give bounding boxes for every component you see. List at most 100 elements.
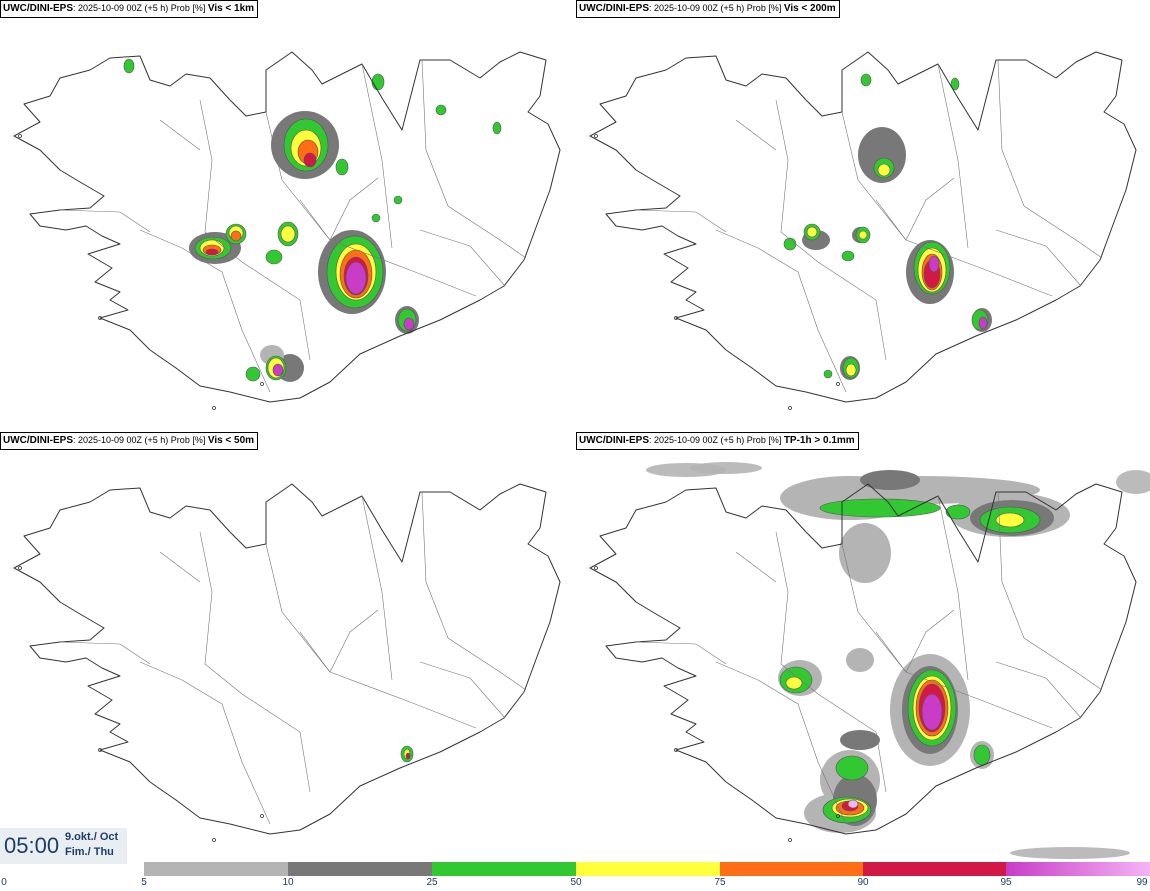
probability-contour: [345, 261, 367, 295]
region-boundary: [775, 531, 887, 793]
probability-contour: [785, 676, 803, 690]
probability-contour: [847, 799, 859, 809]
legend-bin-90-95: [863, 862, 1006, 876]
legend-bin-5-10: [144, 862, 288, 876]
region-boundary: [937, 63, 969, 249]
probability-contour: [435, 104, 447, 116]
sea-precip-band: [690, 462, 762, 474]
legend-bin-25-50: [432, 862, 576, 876]
probability-contour: [783, 237, 797, 251]
probability-contour: [393, 195, 403, 205]
legend-bin-10-25: [288, 862, 432, 876]
sea-precip-band: [1116, 470, 1150, 494]
probability-contour: [806, 226, 818, 238]
island: [788, 406, 792, 410]
map-panel-vis-200m: UWC/DINI-EPS: 2025-10-09 00Z (+5 h) Prob…: [576, 0, 1150, 432]
region-boundary: [419, 229, 506, 287]
probability-contour: [978, 316, 988, 330]
region-boundary: [299, 609, 379, 673]
region-boundary: [735, 119, 777, 151]
map-canvas: [13, 51, 561, 410]
region-boundary: [875, 177, 955, 241]
legend-bin-50-75: [576, 862, 720, 876]
probability-contour: [403, 317, 415, 331]
probability-contour: [860, 470, 920, 490]
probability-contour: [245, 366, 261, 382]
iceland-coastline: [13, 51, 561, 403]
region-boundary: [421, 59, 527, 259]
probability-contour: [335, 158, 349, 176]
island: [788, 838, 792, 842]
island: [836, 814, 840, 818]
region-boundary: [421, 491, 527, 691]
legend-tick: 25: [426, 877, 438, 888]
sea-precip-band: [1010, 847, 1130, 859]
island: [98, 748, 102, 752]
probability-contour: [230, 230, 242, 242]
island: [674, 748, 678, 752]
region-boundary: [361, 63, 393, 249]
region-boundary: [139, 229, 271, 393]
island: [260, 382, 264, 386]
probability-contour: [800, 476, 1040, 504]
map-canvas: [589, 51, 1137, 410]
probability-contour: [823, 369, 833, 379]
region-boundary: [139, 661, 271, 825]
legend-bin-95-99: [1006, 862, 1150, 876]
region-boundary: [937, 495, 969, 681]
probability-contour: [405, 752, 411, 760]
valid-weekday: Fim./ Thu: [65, 846, 114, 858]
panel-title: UWC/DINI-EPS: 2025-10-09 00Z (+5 h) Prob…: [576, 432, 859, 450]
probability-contour: [492, 121, 502, 135]
island: [594, 566, 598, 570]
probability-field: [123, 58, 502, 382]
island: [212, 406, 216, 410]
iceland-coastline: [589, 51, 1137, 403]
region-boundary: [735, 551, 777, 583]
probability-contour: [845, 363, 857, 377]
island: [260, 814, 264, 818]
region-boundary: [775, 99, 887, 361]
probability-contour: [819, 498, 941, 518]
iceland-coastline: [589, 483, 1137, 835]
island: [18, 134, 22, 138]
probability-contour: [840, 730, 880, 750]
island: [18, 566, 22, 570]
probability-contour: [205, 248, 219, 256]
probability-contour: [272, 363, 284, 377]
color-scale-legend: 0 5 10 25 50 75 90 95 99: [0, 862, 1150, 891]
legend-tick: 5: [141, 877, 147, 888]
legend-bin-75-90: [720, 862, 863, 876]
probability-contour: [921, 693, 943, 731]
probability-field: [400, 745, 414, 763]
map-panel-vis-1km: UWC/DINI-EPS: 2025-10-09 00Z (+5 h) Prob…: [0, 0, 574, 432]
map-panel-precip-1h: UWC/DINI-EPS: 2025-10-09 00Z (+5 h) Prob…: [576, 432, 1150, 864]
island: [674, 316, 678, 320]
island: [594, 134, 598, 138]
probability-contour: [877, 163, 891, 177]
region-boundary: [199, 99, 311, 361]
region-boundary: [995, 661, 1082, 719]
island: [212, 838, 216, 842]
region-boundary: [997, 491, 1103, 691]
region-boundary: [159, 119, 201, 151]
probability-contour: [858, 230, 868, 240]
probability-field: [778, 470, 1070, 833]
region-boundary: [299, 177, 379, 241]
probability-contour: [303, 152, 317, 168]
region-boundary: [997, 59, 1103, 259]
probability-contour: [973, 744, 991, 766]
probability-contour: [846, 648, 874, 672]
legend-tick: 95: [1000, 877, 1012, 888]
region-boundary: [995, 229, 1082, 287]
probability-contour: [371, 73, 385, 91]
region-boundary: [361, 495, 393, 681]
legend-tick: 0: [1, 877, 7, 888]
legend-tick: 50: [570, 877, 582, 888]
region-boundary: [265, 543, 477, 729]
panel-title: UWC/DINI-EPS: 2025-10-09 00Z (+5 h) Prob…: [576, 0, 840, 18]
panel-title: UWC/DINI-EPS: 2025-10-09 00Z (+5 h) Prob…: [0, 432, 259, 450]
map-canvas: [13, 483, 561, 842]
probability-contour: [860, 73, 872, 87]
probability-contour: [928, 255, 940, 273]
